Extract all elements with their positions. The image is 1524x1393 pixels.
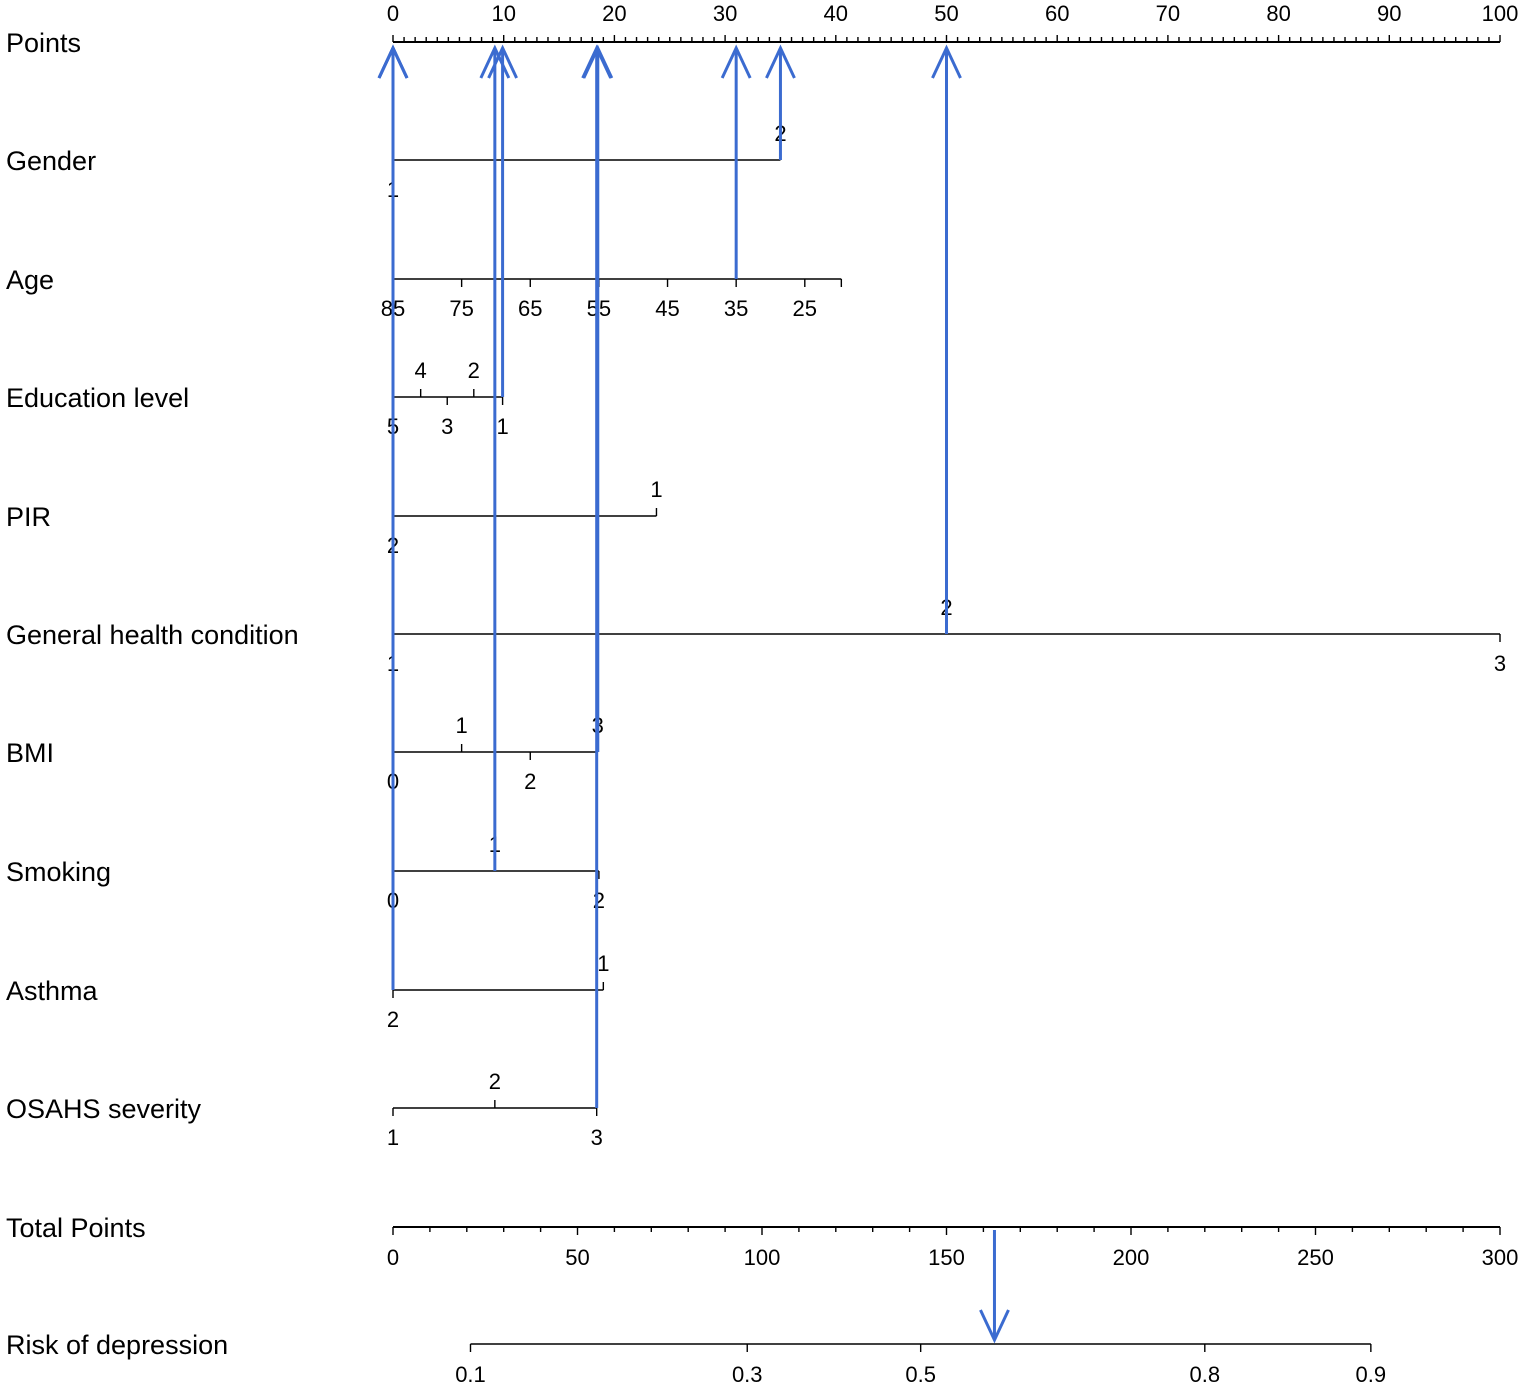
annotation-up-arrow-head (487, 44, 518, 79)
points-axis-tick-label: 50 (934, 1, 958, 26)
points-axis-tick-label: 100 (1482, 1, 1519, 26)
points-axis-tick-label: 90 (1377, 1, 1401, 26)
row-value-label-age: 45 (655, 296, 679, 321)
annotation-up-arrow-head (720, 44, 752, 79)
row-value-label-education-level: 3 (441, 414, 453, 439)
points-axis-tick-label: 40 (824, 1, 848, 26)
total-points-tick-label: 150 (928, 1245, 965, 1270)
annotation-up-arrow-head (765, 44, 796, 79)
risk-axis-tick-label: 0.8 (1190, 1362, 1221, 1387)
row-value-label-age: 75 (449, 296, 473, 321)
row-value-label-osahs-severity: 3 (591, 1125, 603, 1150)
annotation-up-arrow-head (581, 44, 613, 79)
annotation-down-arrow-head (979, 1309, 1010, 1344)
row-label-pir: PIR (6, 502, 51, 532)
row-value-label-education-level: 1 (496, 414, 508, 439)
row-label-osahs-severity: OSAHS severity (6, 1094, 202, 1124)
row-value-label-education-level: 4 (415, 358, 427, 383)
risk-axis-tick-label: 0.1 (455, 1362, 486, 1387)
total-points-label: Total Points (6, 1213, 146, 1243)
risk-axis-label: Risk of depression (6, 1330, 228, 1360)
row-label-age: Age (6, 265, 54, 295)
points-axis-label: Points (6, 28, 81, 58)
row-value-label-age: 65 (518, 296, 542, 321)
row-value-label-general-health-condition: 3 (1494, 651, 1506, 676)
row-label-smoking: Smoking (6, 857, 111, 887)
row-label-general-health-condition: General health condition (6, 620, 299, 650)
row-value-label-pir: 1 (650, 477, 662, 502)
points-axis-tick-label: 0 (387, 1, 399, 26)
points-axis-tick-label: 10 (491, 1, 515, 26)
total-points-tick-label: 200 (1113, 1245, 1150, 1270)
row-value-label-education-level: 2 (468, 358, 480, 383)
total-points-tick-label: 50 (565, 1245, 589, 1270)
points-axis-tick-label: 20 (602, 1, 626, 26)
row-value-label-osahs-severity: 1 (387, 1125, 399, 1150)
row-value-label-osahs-severity: 2 (489, 1069, 501, 1094)
row-label-education-level: Education level (6, 383, 189, 413)
row-value-label-age: 25 (793, 296, 817, 321)
annotation-up-arrow-head (479, 44, 511, 79)
row-value-label-bmi: 1 (456, 713, 468, 738)
points-axis-tick-label: 70 (1156, 1, 1180, 26)
row-label-asthma: Asthma (6, 976, 99, 1006)
row-value-label-smoking: 2 (593, 888, 605, 913)
risk-axis-tick-label: 0.5 (905, 1362, 936, 1387)
row-label-gender: Gender (6, 146, 96, 176)
row-label-bmi: BMI (6, 738, 54, 768)
annotation-up-arrow-head (377, 44, 409, 79)
points-axis-tick-label: 30 (713, 1, 737, 26)
total-points-tick-label: 0 (387, 1245, 399, 1270)
points-axis-tick-label: 80 (1266, 1, 1290, 26)
points-axis-tick-label: 60 (1045, 1, 1069, 26)
total-points-tick-label: 300 (1482, 1245, 1519, 1270)
annotation-up-arrow-head (931, 44, 962, 79)
risk-axis-tick-label: 0.3 (732, 1362, 763, 1387)
risk-axis-tick-label: 0.9 (1356, 1362, 1387, 1387)
row-value-label-age: 35 (724, 296, 748, 321)
row-value-label-bmi: 2 (524, 769, 536, 794)
row-value-label-asthma: 1 (597, 951, 609, 976)
row-value-label-asthma: 2 (387, 1007, 399, 1032)
total-points-tick-label: 100 (744, 1245, 781, 1270)
total-points-tick-label: 250 (1297, 1245, 1334, 1270)
